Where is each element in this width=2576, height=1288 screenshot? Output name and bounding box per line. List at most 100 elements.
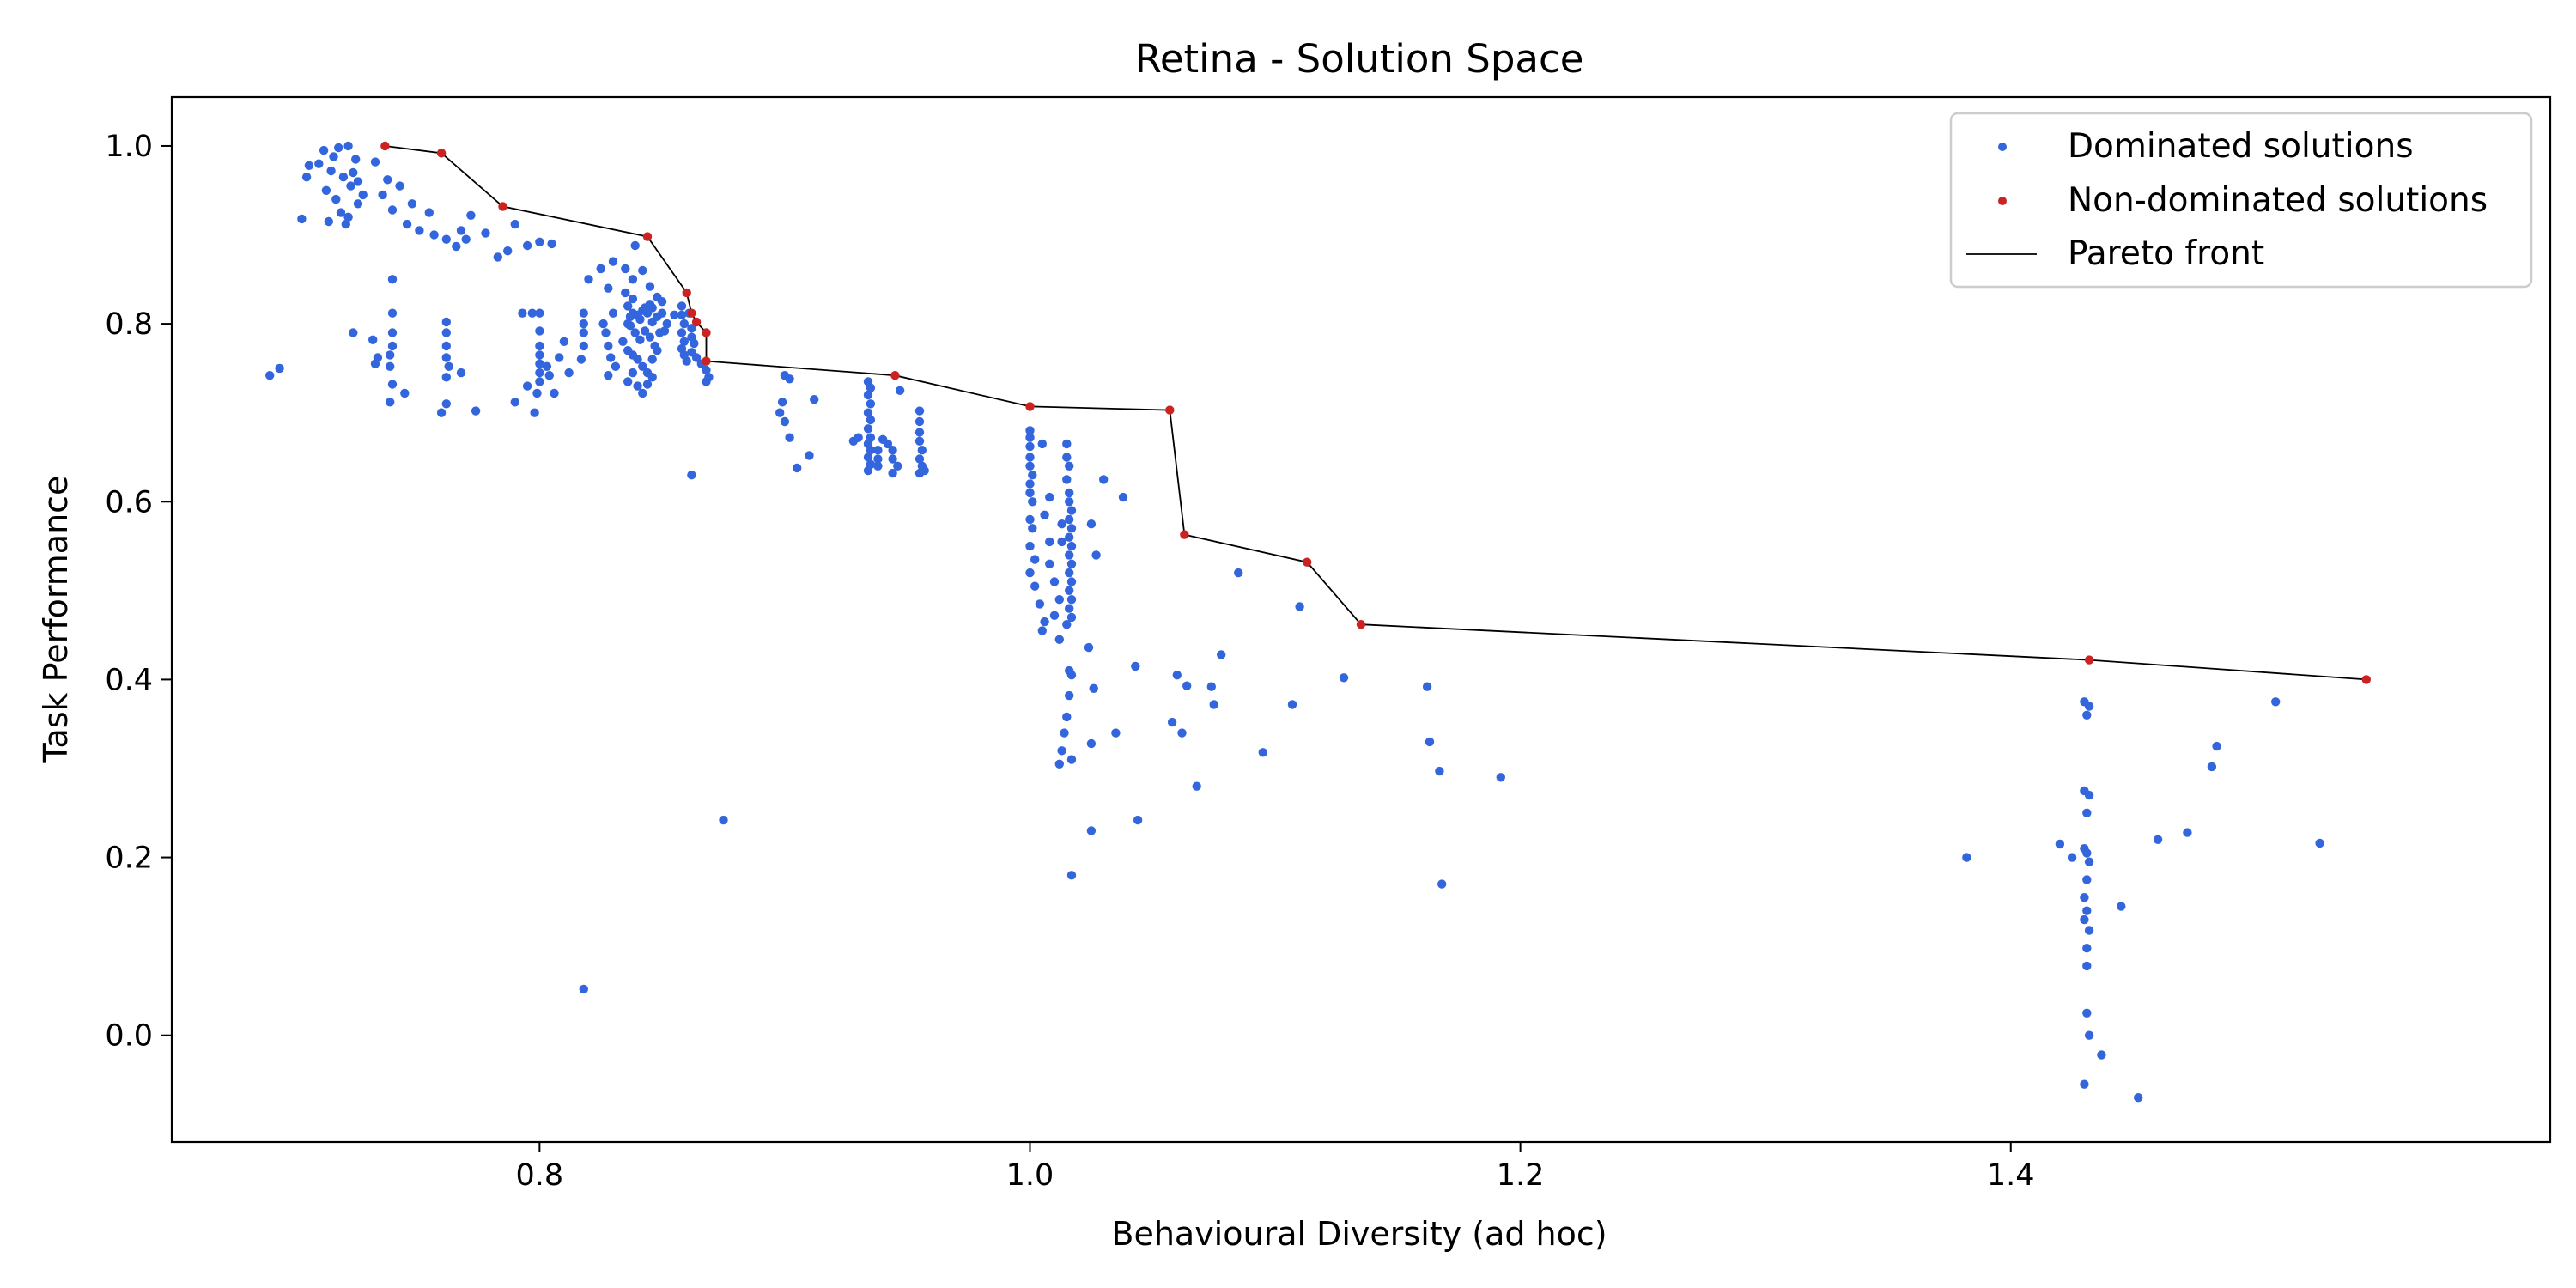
dominated-point [888,468,897,478]
dominated-point [304,161,314,170]
dominated-point [2082,1008,2092,1018]
dominated-point [810,395,819,404]
dominated-point [456,368,466,378]
dominated-point [1049,577,1060,586]
dominated-point [623,377,633,386]
dominated-point [1066,612,1077,623]
dominated-point [1217,650,1226,659]
dominated-point [677,301,687,311]
non-dominated-point [2361,675,2371,684]
dominated-point [1028,471,1037,480]
dominated-point [1339,673,1349,683]
dominated-point [550,388,559,398]
dominated-point [618,337,628,346]
dominated-point [1131,661,1140,671]
dominated-point [1025,514,1035,525]
dominated-point [888,446,897,455]
non-dominated-point [1303,557,1312,567]
dominated-point [368,335,378,344]
dominated-point [1065,497,1074,507]
dominated-point [1182,681,1192,690]
dominated-point [623,301,633,311]
y-tick-label: 1.0 [105,130,153,164]
x-tick-label: 0.8 [516,1158,564,1193]
dominated-point [441,234,451,244]
dominated-point [336,208,346,217]
dominated-point [873,461,883,471]
dominated-point [1065,550,1074,560]
non-dominated-point [498,202,507,211]
dominated-point [383,175,392,185]
dominated-point [1028,524,1037,533]
dominated-point [785,433,794,442]
dominated-point [702,365,711,375]
dominated-point [321,185,331,195]
dominated-point [1062,620,1072,629]
dominated-point [441,353,451,362]
dominated-point [351,155,361,164]
dominated-point [647,373,657,382]
dominated-point [2080,1079,2089,1089]
dominated-point [2153,835,2163,844]
dominated-point [863,453,873,462]
dominated-point [2084,702,2094,711]
dominated-point [863,465,873,476]
dominated-point [387,205,398,215]
dominated-point [1172,671,1182,680]
dominated-point [638,388,647,398]
x-axis-label: Behavioural Diversity (ad hoc) [1111,1215,1607,1253]
dominated-point [1057,519,1066,529]
dominated-point [1060,728,1069,738]
non-dominated-point [2084,655,2094,665]
dominated-point [452,241,461,252]
dominated-point [2084,857,2094,866]
dominated-point [777,398,787,407]
dominated-point [1099,475,1109,484]
non-dominated-point [682,288,691,298]
non-dominated-point [702,328,711,337]
dominated-point [679,337,689,346]
dominated-point [647,355,657,364]
x-tick-label: 1.2 [1497,1158,1545,1193]
dominated-point [659,326,670,336]
dominated-point [343,141,353,151]
x-tick-label: 1.4 [1987,1158,2035,1193]
dominated-point [579,984,588,994]
dominated-point [1054,635,1065,644]
dominated-point [2082,944,2092,953]
dominated-point [2315,838,2324,848]
dominated-point [1066,671,1077,680]
dominated-point [535,377,544,386]
dominated-point [481,228,490,238]
dominated-point [324,216,333,227]
dominated-point [1066,541,1077,551]
dominated-point [1177,728,1187,738]
dominated-point [535,350,544,360]
dominated-point [1209,700,1218,709]
non-dominated-point [642,232,653,241]
dominated-point [1054,759,1065,769]
dominated-point [341,219,350,229]
dominated-point [387,308,398,318]
dominated-point [1065,488,1074,498]
dominated-point [1062,475,1072,484]
dominated-point [2055,839,2065,849]
dominated-point [1030,555,1040,564]
dominated-point [2097,1050,2106,1060]
dominated-point [1065,461,1074,471]
dominated-point [535,359,544,368]
dominated-point [1025,426,1035,435]
dominated-point [2212,741,2221,751]
non-dominated-point [691,317,702,327]
dominated-point [441,373,451,382]
dominated-point [297,214,307,224]
dominated-point [866,446,876,455]
dominated-point [670,310,679,319]
dominated-point [596,264,605,274]
dominated-point [677,310,687,319]
dominated-point [2183,828,2192,837]
dominated-point [863,408,873,417]
dominated-point [604,371,613,380]
dominated-point [1045,559,1054,568]
dominated-point [2084,1030,2094,1040]
